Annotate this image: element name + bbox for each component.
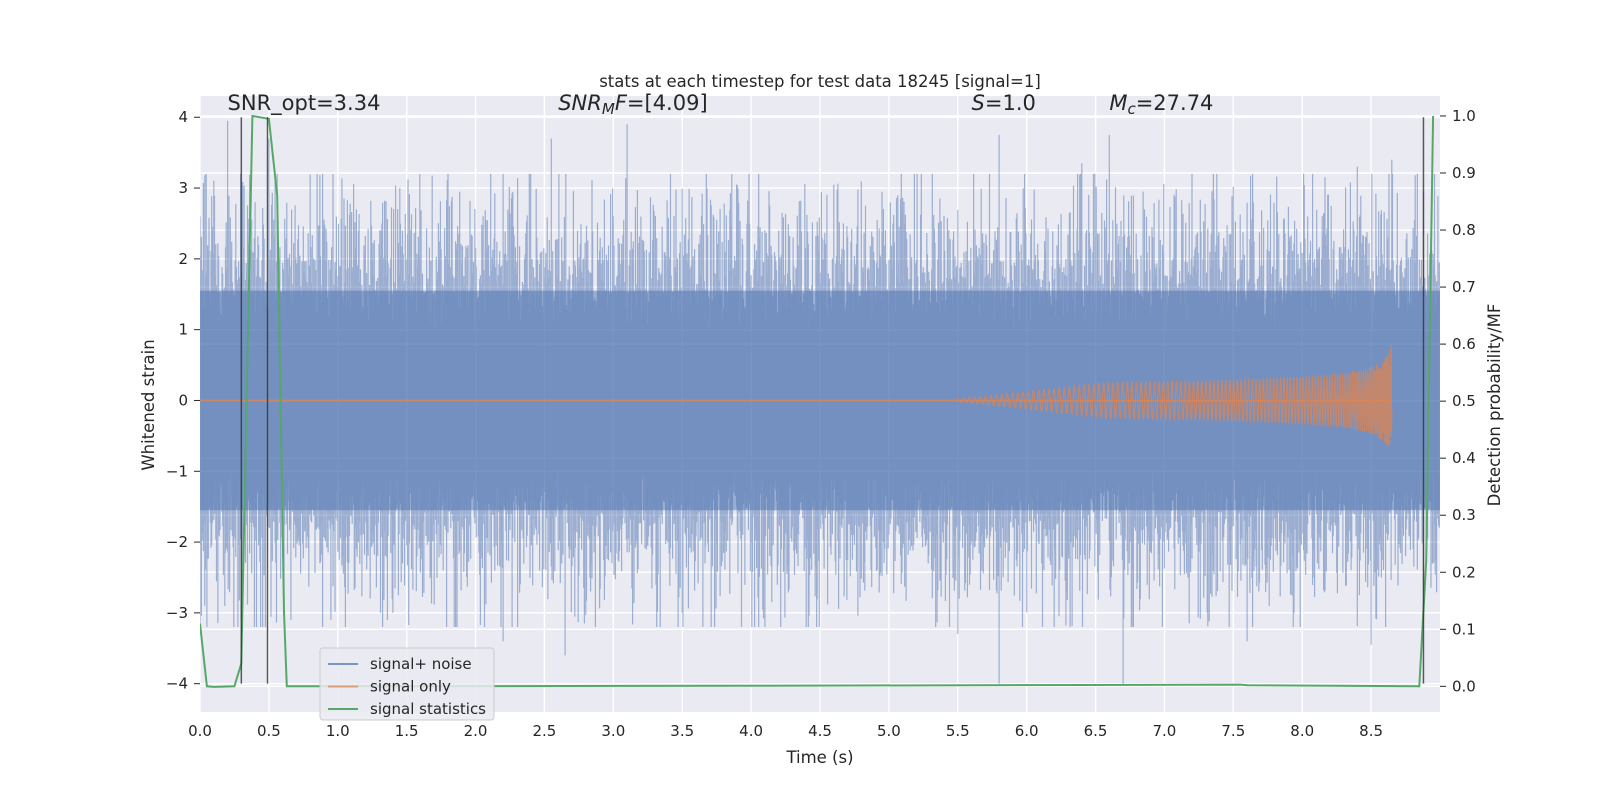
y2-tick-label: 0.4 [1452,449,1476,467]
annotations: SNR_opt=3.34 SNRMF=[4.09] S=1.0 Mc=27.74 [228,91,1214,118]
y-tick-label: 2 [178,250,188,268]
y-tick-label: 4 [178,108,188,126]
y-tick-label: 3 [178,179,188,197]
y2-axis-label: Detection probability/MF [1485,304,1504,507]
x-axis-label: Time (s) [785,748,853,767]
y2-tick-label: 0.5 [1452,392,1476,410]
x-tick-label: 6.0 [1015,722,1039,740]
x-tick-label: 2.0 [464,722,488,740]
y-tick-label: 0 [178,391,188,409]
x-tick-label: 0.0 [188,722,212,740]
x-tick-label: 2.5 [533,722,557,740]
y-tick-label: −2 [166,533,188,551]
legend-label: signal only [370,678,451,696]
x-tick-label: 3.5 [670,722,694,740]
annotation-text: SNRMF=[4.09] [558,91,707,118]
annotation-text: Mc=27.74 [1109,91,1213,118]
y-tick-label: −3 [166,604,188,622]
x-tick-label: 8.0 [1290,722,1314,740]
y-axis-label: Whitened strain [139,339,158,470]
y2-tick-label: 1.0 [1452,107,1476,125]
legend: signal+ noise signal only signal statistic… [319,647,495,721]
y-ticks: −4 −3 −2 −1 0 1 2 3 4 [166,108,200,693]
y-tick-label: −1 [166,462,188,480]
x-ticks: 0.0 0.5 1.0 1.5 2.0 2.5 3.0 3.5 4.0 4.5 5.0 5.5 6.0 6… [188,722,1383,740]
x-tick-label: 7.0 [1153,722,1177,740]
x-tick-label: 7.5 [1221,722,1245,740]
x-tick-label: 4.0 [739,722,763,740]
series-signal-statistics [200,114,1435,688]
signal-chirp [957,345,1393,446]
x-tick-label: 0.5 [257,722,281,740]
y2-tick-label: 0.8 [1452,221,1476,239]
x-tick-label: 8.5 [1359,722,1383,740]
series-signal-only [200,345,1393,446]
y2-ticks: 0.0 0.1 0.2 0.3 0.4 0.5 0.6 0.7 0.8 0.9 1.0 [1440,107,1476,695]
x-tick-label: 3.0 [601,722,625,740]
series-layer [200,114,1440,688]
annotation-text: SNR_opt=3.34 [228,91,381,116]
x-tick-label: 1.0 [326,722,350,740]
y2-tick-label: 0.3 [1452,506,1476,524]
chart-title: stats at each timestep for test data 182… [599,72,1041,91]
x-tick-label: 4.5 [808,722,832,740]
y2-tick-label: 0.2 [1452,563,1476,581]
y2-tick-label: 0.7 [1452,278,1476,296]
y-tick-label: 1 [178,321,188,339]
y2-tick-label: 0.9 [1452,164,1476,182]
annotation-text: S=1.0 [972,91,1036,115]
statistics-line [200,114,1435,688]
vertical-lines [240,117,1425,684]
x-tick-label: 5.5 [946,722,970,740]
y2-tick-label: 0.1 [1452,620,1476,638]
legend-box [319,647,495,721]
x-tick-label: 5.0 [877,722,901,740]
x-tick-label: 6.5 [1084,722,1108,740]
legend-label: signal+ noise [370,655,472,673]
y-tick-label: −4 [166,675,188,693]
legend-label: signal statistics [370,700,486,718]
y2-tick-label: 0.6 [1452,335,1476,353]
y2-tick-label: 0.0 [1452,677,1476,695]
x-tick-label: 1.5 [395,722,419,740]
